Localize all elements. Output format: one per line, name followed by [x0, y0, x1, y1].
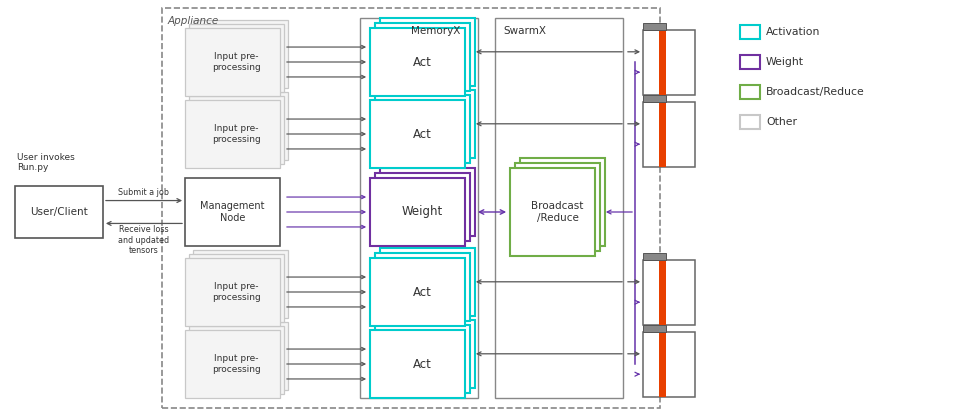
Bar	[185, 178, 280, 246]
Text: Act: Act	[413, 56, 431, 69]
Bar	[642, 331, 694, 397]
Bar	[375, 95, 470, 163]
Bar	[642, 94, 666, 102]
Bar	[642, 324, 666, 331]
Bar	[515, 163, 600, 251]
Text: Act: Act	[413, 357, 431, 370]
Bar	[375, 23, 470, 91]
Text: User/Client: User/Client	[30, 207, 88, 217]
Bar	[375, 253, 470, 321]
Bar	[375, 173, 470, 241]
Bar	[15, 186, 103, 238]
Text: Activation: Activation	[766, 27, 820, 37]
Bar	[185, 28, 280, 96]
Bar	[162, 8, 659, 408]
Text: Weight: Weight	[401, 206, 443, 219]
Bar	[193, 250, 288, 318]
Text: Weight: Weight	[766, 57, 803, 67]
Text: Input pre-
processing: Input pre- processing	[212, 282, 261, 302]
Bar	[642, 30, 694, 94]
Bar	[658, 102, 665, 166]
Bar	[642, 260, 694, 324]
Bar	[375, 325, 470, 393]
Bar	[369, 330, 464, 398]
Bar	[658, 260, 665, 324]
Text: Broadcast/Reduce: Broadcast/Reduce	[766, 87, 863, 97]
Bar	[519, 158, 605, 246]
Bar	[193, 92, 288, 160]
Bar	[658, 30, 665, 94]
Bar	[658, 331, 665, 397]
Bar	[642, 252, 666, 260]
Bar	[185, 258, 280, 326]
Bar	[380, 248, 475, 316]
Bar	[380, 18, 475, 86]
Text: Other: Other	[766, 117, 797, 127]
Bar	[494, 18, 622, 398]
Bar	[369, 258, 464, 326]
Bar	[189, 24, 284, 92]
Bar	[739, 55, 760, 69]
Text: SwarmX: SwarmX	[503, 26, 546, 36]
Text: Input pre-
processing: Input pre- processing	[212, 52, 261, 72]
Bar	[380, 320, 475, 388]
Text: Management
Node: Management Node	[200, 201, 265, 223]
Bar	[739, 25, 760, 39]
Bar	[185, 100, 280, 168]
Bar	[380, 90, 475, 158]
Bar	[189, 96, 284, 164]
Text: User invokes
Run.py: User invokes Run.py	[17, 153, 75, 172]
Bar	[642, 23, 666, 30]
Bar	[369, 28, 464, 96]
Text: Appliance: Appliance	[168, 16, 219, 26]
Text: Broadcast
/Reduce: Broadcast /Reduce	[531, 201, 583, 223]
Text: Receive loss
and updated
tensors: Receive loss and updated tensors	[118, 225, 170, 255]
Text: Input pre-
processing: Input pre- processing	[212, 354, 261, 374]
Text: Act: Act	[413, 285, 431, 298]
Bar	[189, 326, 284, 394]
Bar	[193, 322, 288, 390]
Bar	[189, 254, 284, 322]
Text: Input pre-
processing: Input pre- processing	[212, 124, 261, 144]
Text: Submit a job: Submit a job	[118, 188, 170, 196]
Bar	[193, 20, 288, 88]
Bar	[510, 168, 594, 256]
Text: Act: Act	[413, 127, 431, 140]
Bar	[359, 18, 478, 398]
Bar	[369, 100, 464, 168]
Bar	[380, 168, 475, 236]
Bar	[369, 178, 464, 246]
Bar	[185, 330, 280, 398]
Text: MemoryX: MemoryX	[411, 26, 460, 36]
Bar	[642, 102, 694, 166]
Bar	[739, 115, 760, 129]
Bar	[739, 85, 760, 99]
